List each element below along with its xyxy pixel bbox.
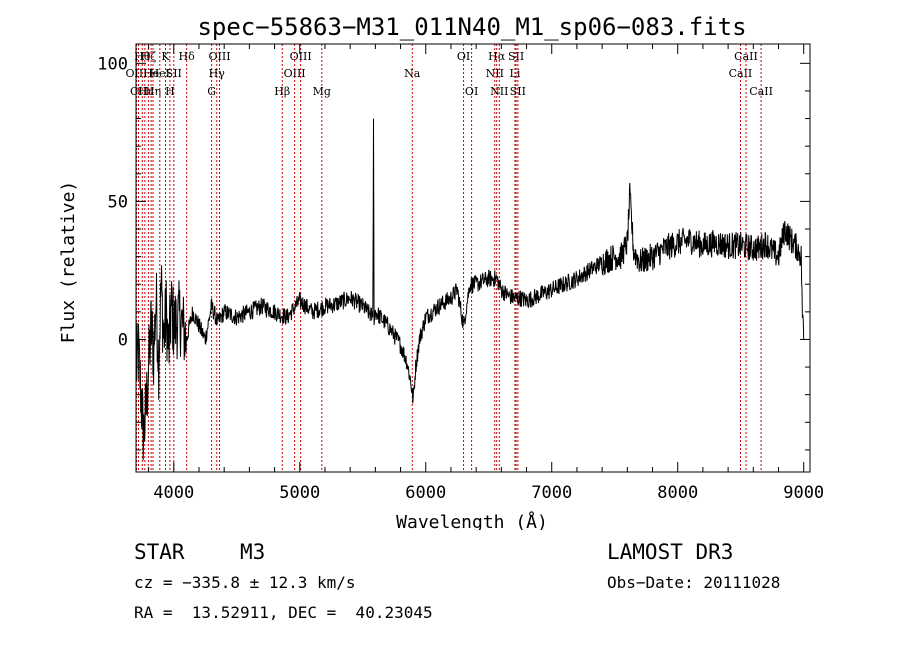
chart-title: spec−55863−M31_011N40_M1_sp06−083.fits xyxy=(197,13,746,41)
y-tick-label: 0 xyxy=(118,330,128,350)
line-label-13: Hγ xyxy=(209,67,226,80)
x-tick-label: 5000 xyxy=(279,483,320,503)
survey-name: LAMOST DR3 xyxy=(607,540,734,564)
line-label-29: CaII xyxy=(734,50,758,63)
line-label-23: Hα xyxy=(488,50,506,63)
line-label-10: SII xyxy=(166,67,182,80)
object-class: STAR xyxy=(134,540,185,564)
line-label-28: CaII xyxy=(729,67,753,80)
y-axis-label: Flux (relative) xyxy=(58,181,79,344)
plot-frame xyxy=(135,43,811,473)
line-label-11: Hδ xyxy=(179,50,196,63)
line-label-8: K xyxy=(161,50,170,63)
x-tick-label: 6000 xyxy=(405,483,446,503)
line-label-17: OIII xyxy=(290,50,312,63)
x-tick-label: 8000 xyxy=(657,483,698,503)
line-label-16: OIII xyxy=(284,67,306,80)
line-label-5: He xyxy=(143,67,159,80)
line-label-19: Na xyxy=(404,67,421,80)
line-label-24: NII xyxy=(490,85,508,98)
line-label-21: OI xyxy=(465,85,478,98)
y-tick-label: 50 xyxy=(108,192,128,212)
x-tick-label: 7000 xyxy=(531,483,572,503)
line-label-27: SII xyxy=(510,85,526,98)
x-axis-label: Wavelength (Å) xyxy=(396,511,548,530)
line-label-14: OIII xyxy=(208,50,230,63)
y-tick-label: 100 xyxy=(97,54,128,74)
spectrum-series xyxy=(135,118,805,461)
redshift-readout: cz = −335.8 ± 12.3 km/s xyxy=(134,573,356,592)
line-label-12: G xyxy=(207,85,216,98)
line-label-4: Hζ xyxy=(141,50,157,63)
line-label-9: H xyxy=(165,85,175,98)
coordinates: RA = 13.52911, DEC = 40.23045 xyxy=(134,603,433,622)
line-label-7: HeI xyxy=(150,67,170,80)
line-label-22: NII xyxy=(486,67,504,80)
line-label-2: Hθ xyxy=(134,50,151,63)
line-markers-layer: OIIICIIHθHιHζHeHηHeIKHSIIHδGHγOIIIHβOIII… xyxy=(125,44,773,472)
line-label-26: SII xyxy=(508,50,524,63)
object-subclass: M3 xyxy=(240,540,266,564)
x-tick-label: 4000 xyxy=(153,483,194,503)
line-label-30: CaII xyxy=(749,85,773,98)
spectrum-chart: spec−55863−M31_011N40_M1_sp06−083.fits O… xyxy=(58,13,824,530)
line-label-20: OI xyxy=(457,50,470,63)
line-label-15: Hβ xyxy=(274,85,290,98)
x-tick-label: 9000 xyxy=(783,483,824,503)
line-label-25: Li xyxy=(510,67,521,80)
axis-ticks-layer: 4000 5000 6000 7000 8000 9000 0 50 100 xyxy=(97,44,824,503)
line-label-6: Hη xyxy=(145,85,161,98)
line-label-18: Mg xyxy=(313,85,331,98)
obs-date: Obs−Date: 20111028 xyxy=(607,573,781,592)
